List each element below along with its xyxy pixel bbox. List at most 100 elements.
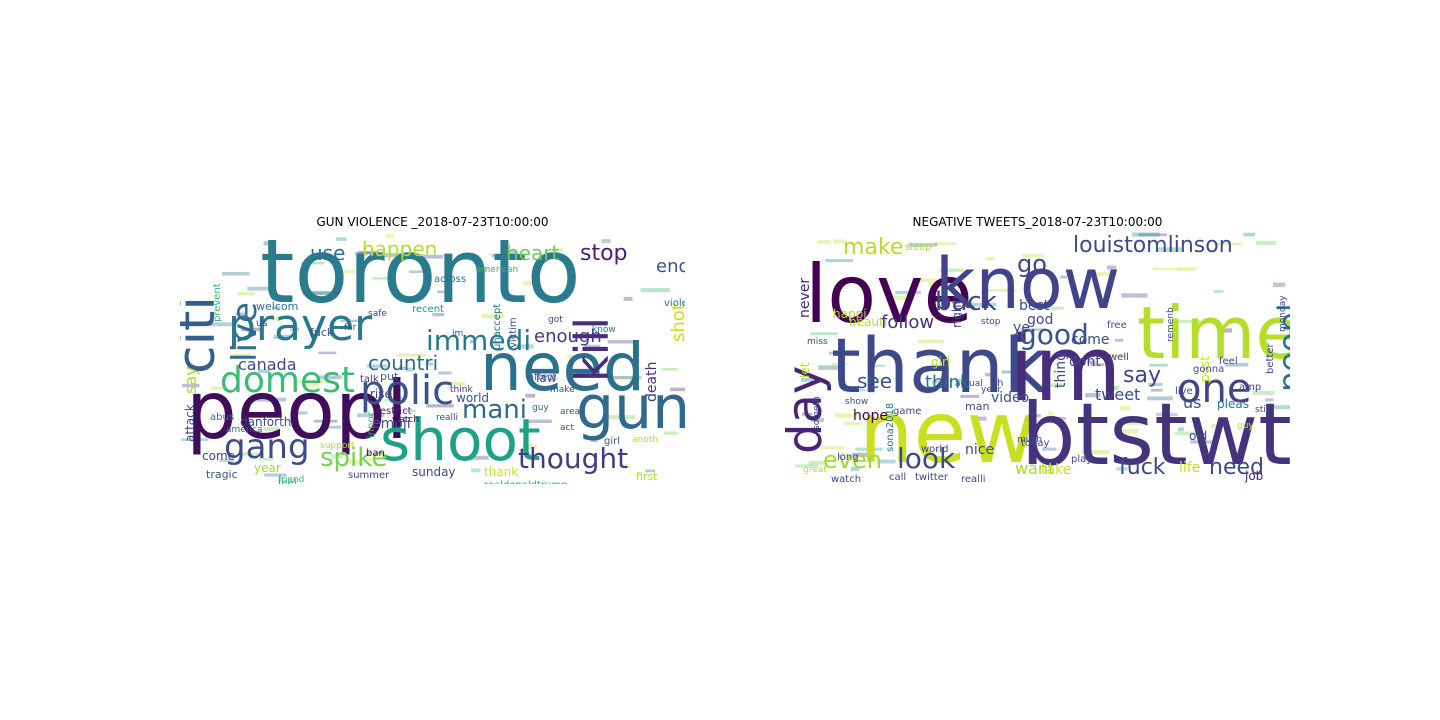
word: gonna: [1193, 364, 1224, 375]
filler-word: [432, 313, 445, 317]
word: emoji: [372, 416, 411, 432]
word: hope: [853, 408, 888, 424]
word: dont: [1069, 354, 1101, 370]
word: man: [965, 400, 989, 413]
filler-word: [181, 383, 200, 388]
filler-word: [1028, 414, 1041, 417]
filler-word: [437, 290, 453, 294]
filler-word: [891, 295, 914, 301]
word: us: [256, 318, 268, 329]
word: prevent: [212, 283, 223, 322]
word: thing: [1053, 352, 1069, 388]
filler-word: [296, 379, 324, 384]
word: better: [1265, 343, 1276, 374]
filler-word: [273, 334, 291, 340]
filler-word: [855, 447, 883, 451]
filler-word: [1149, 363, 1168, 367]
filler-word: [403, 409, 416, 413]
filler-word: [1085, 393, 1101, 398]
filler-word: [235, 312, 246, 316]
filler-word: [1108, 386, 1119, 391]
filler-word: [313, 419, 338, 423]
filler-word: [611, 375, 642, 380]
word: happi: [833, 307, 867, 321]
word: far: [344, 323, 357, 333]
word: watch: [392, 415, 419, 425]
word: much: [1017, 435, 1042, 445]
filler-word: [1178, 427, 1185, 432]
filler-word: [1211, 424, 1219, 429]
filler-word: [247, 286, 272, 291]
word: come: [1071, 332, 1110, 348]
word: know: [592, 325, 616, 335]
filler-word: [405, 367, 414, 372]
word: use: [310, 241, 345, 265]
word: remenb: [1166, 307, 1176, 342]
word: know: [935, 243, 1120, 325]
word: need: [1209, 455, 1264, 480]
word: year: [254, 461, 281, 475]
word: job: [1244, 469, 1263, 483]
word: old: [1189, 429, 1207, 443]
filler-word: [1213, 289, 1224, 293]
filler-word: [1138, 233, 1167, 237]
filler-word: [222, 272, 250, 276]
filler-word: [1106, 265, 1117, 270]
word: twitter: [915, 472, 949, 483]
filler-word: [877, 459, 896, 464]
filler-word: [1213, 242, 1243, 246]
filler-word: [1086, 272, 1116, 277]
filler-word: [384, 253, 413, 258]
word: realdonaldtrump: [484, 480, 567, 484]
word: nice: [965, 442, 994, 458]
word: ban: [366, 448, 385, 459]
filler-word: [1267, 405, 1290, 410]
filler-word: [928, 282, 947, 286]
filler-word: [1190, 440, 1216, 444]
word: prayer: [228, 300, 373, 351]
filler-word: [523, 281, 535, 286]
filler-word: [1178, 267, 1197, 271]
word: shot: [668, 303, 685, 342]
filler-word: [895, 290, 921, 295]
word: mani: [462, 395, 527, 425]
word: love: [805, 248, 973, 341]
filler-word: [1152, 267, 1181, 271]
filler-word: [1042, 447, 1057, 451]
word: polic: [360, 368, 454, 414]
filler-word: [219, 458, 234, 463]
filler-word: [205, 322, 233, 327]
word: guy: [532, 403, 549, 413]
word: end: [656, 256, 685, 277]
filler-word: [1041, 306, 1064, 310]
word: oh: [991, 378, 1003, 389]
filler-word: [268, 316, 284, 321]
word: happen: [362, 237, 437, 261]
filler-word: [795, 464, 819, 468]
word: even: [823, 446, 882, 474]
word: safe: [368, 309, 387, 319]
word: im: [1009, 317, 1122, 422]
word: ye: [1013, 320, 1030, 336]
word: across: [434, 274, 466, 285]
word: play: [1071, 454, 1092, 465]
filler-word: [211, 386, 225, 391]
word: world: [921, 444, 949, 455]
word: someth: [812, 396, 822, 430]
filler-word: [851, 452, 876, 457]
filler-word: [601, 239, 611, 244]
filler-word: [1020, 328, 1046, 331]
filler-word: [318, 351, 337, 355]
word: put: [380, 370, 399, 383]
word: tweet: [1095, 385, 1140, 404]
word: miss: [807, 337, 828, 347]
filler-word: [367, 458, 376, 461]
word: summer: [348, 470, 390, 481]
word: right: [950, 300, 964, 328]
filler-word: [842, 388, 866, 392]
word: citi: [180, 296, 227, 374]
filler-word: [335, 237, 347, 241]
filler-word: [607, 340, 636, 344]
filler-word: [808, 460, 825, 465]
filler-word: [522, 444, 538, 449]
